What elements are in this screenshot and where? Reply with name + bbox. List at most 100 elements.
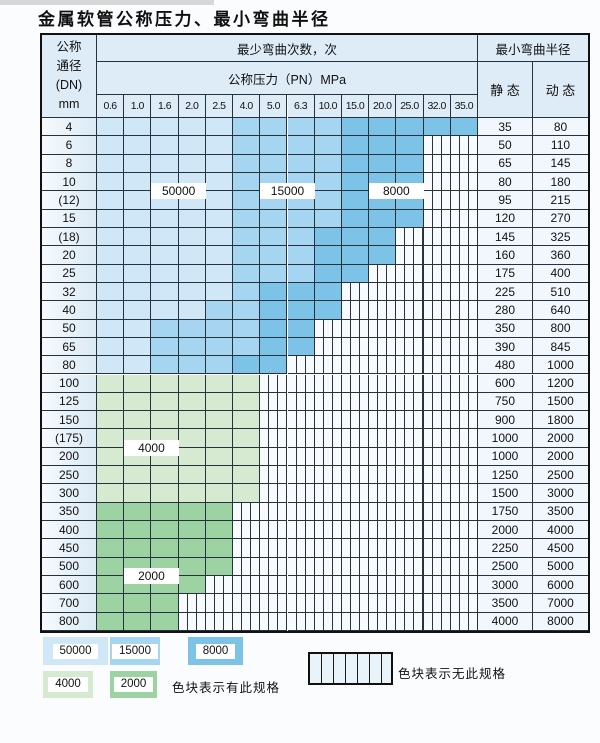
bend-cycles-header: 最少弯曲次数，次 [97, 35, 478, 62]
spec-band-cell [178, 227, 206, 247]
no-spec-cell [450, 612, 478, 631]
spec-band-cell [233, 154, 261, 173]
legend-swatch-value: 2000 [113, 677, 154, 692]
no-spec-cell [423, 172, 451, 192]
pressure-column-header: 2.5 [205, 95, 234, 118]
no-spec-cell [260, 539, 288, 558]
no-spec-cell [423, 136, 451, 155]
dn-cell: 4 [42, 118, 97, 137]
no-spec-cell [260, 429, 288, 448]
spec-band-cell [124, 282, 152, 302]
spec-band-cell [97, 172, 125, 192]
dn-cell: 8 [42, 154, 97, 173]
legend-swatch-value: 4000 [48, 677, 88, 692]
no-spec-cell [341, 337, 370, 357]
spec-band-cell [233, 429, 261, 448]
spec-band-cell [287, 282, 315, 302]
static-value-cell: 480 [478, 356, 533, 375]
spec-band-cell [287, 209, 315, 228]
static-value-cell: 35 [478, 118, 533, 137]
spec-band-cell [260, 282, 288, 302]
no-spec-cell [423, 374, 451, 393]
static-value-cell: 95 [478, 191, 533, 210]
spec-band-cell [151, 612, 179, 631]
spec-band-cell [151, 374, 179, 393]
spec-band-cell [124, 136, 152, 155]
spec-band-cell [260, 118, 288, 137]
no-spec-cell [450, 282, 478, 302]
no-spec-cell [423, 227, 451, 247]
no-spec-cell [396, 374, 424, 393]
spec-band-cell [97, 209, 125, 228]
spec-band-cell [341, 154, 370, 173]
dn-cell: 150 [42, 411, 97, 430]
spec-band-cell [314, 264, 342, 283]
spec-band-cell [97, 429, 125, 448]
dynamic-value-cell: 5000 [533, 557, 588, 577]
spec-band-cell [124, 466, 152, 485]
spec-band-cell [205, 429, 234, 448]
no-spec-cell [423, 466, 451, 485]
spec-band-cell [151, 502, 179, 522]
spec-band-cell [341, 246, 370, 265]
no-spec-cell [314, 392, 342, 412]
spec-band-cell [124, 411, 152, 430]
dn-cell: (12) [42, 191, 97, 210]
spec-band-cell [314, 282, 342, 302]
no-spec-cell [450, 356, 478, 375]
pressure-column-header: 32.0 [423, 95, 451, 118]
no-spec-cell [423, 594, 451, 613]
static-value-cell: 65 [478, 154, 533, 173]
spec-band-cell [97, 264, 125, 283]
spec-band-cell [97, 594, 125, 613]
spec-band-cell [233, 246, 261, 265]
spec-band-cell [287, 301, 315, 320]
static-value-cell: 145 [478, 227, 533, 247]
spec-band-cell [260, 209, 288, 228]
spec-band-cell [233, 264, 261, 283]
band-cycle-label: 8000 [369, 183, 424, 200]
dn-header-line: (DN) [55, 78, 83, 92]
no-spec-cell [287, 466, 315, 485]
spec-band-cell [97, 374, 125, 393]
legend-swatch: 8000 [188, 637, 243, 665]
spec-band-cell [260, 301, 288, 320]
spec-band-cell [178, 521, 206, 540]
no-spec-cell [369, 264, 397, 283]
no-spec-cell [260, 466, 288, 485]
legend-swatch: 2000 [110, 671, 157, 698]
no-spec-cell [450, 539, 478, 558]
spec-band-cell [205, 502, 234, 522]
dn-cell: 450 [42, 539, 97, 558]
static-value-cell: 1500 [478, 484, 533, 503]
spec-band-cell [205, 447, 234, 467]
no-spec-cell [314, 539, 342, 558]
no-spec-cell [341, 612, 370, 631]
no-spec-cell [260, 392, 288, 412]
dynamic-value-cell: 1500 [533, 392, 588, 412]
spec-band-cell [124, 594, 152, 613]
spec-band-cell [233, 118, 261, 137]
spec-band-cell [124, 337, 152, 357]
no-spec-cell [396, 594, 424, 613]
no-spec-cell [450, 429, 478, 448]
spec-band-cell [97, 246, 125, 265]
dynamic-value-cell: 8000 [533, 612, 588, 631]
no-spec-cell [423, 319, 451, 338]
no-spec-cell [287, 557, 315, 577]
no-spec-cell [396, 557, 424, 577]
spec-band-cell [151, 227, 179, 247]
static-value-cell: 1000 [478, 447, 533, 467]
dynamic-value-cell: 3500 [533, 502, 588, 522]
no-spec-cell [314, 429, 342, 448]
dn-cell: 300 [42, 484, 97, 503]
spec-band-cell [151, 411, 179, 430]
no-spec-cell [423, 484, 451, 503]
no-spec-cell [178, 612, 206, 631]
spec-band-cell [151, 301, 179, 320]
static-value-cell: 4000 [478, 612, 533, 631]
no-spec-cell [423, 429, 451, 448]
spec-band-cell [97, 466, 125, 485]
pressure-column-header: 1.0 [124, 95, 152, 118]
spec-band-cell [205, 356, 234, 375]
